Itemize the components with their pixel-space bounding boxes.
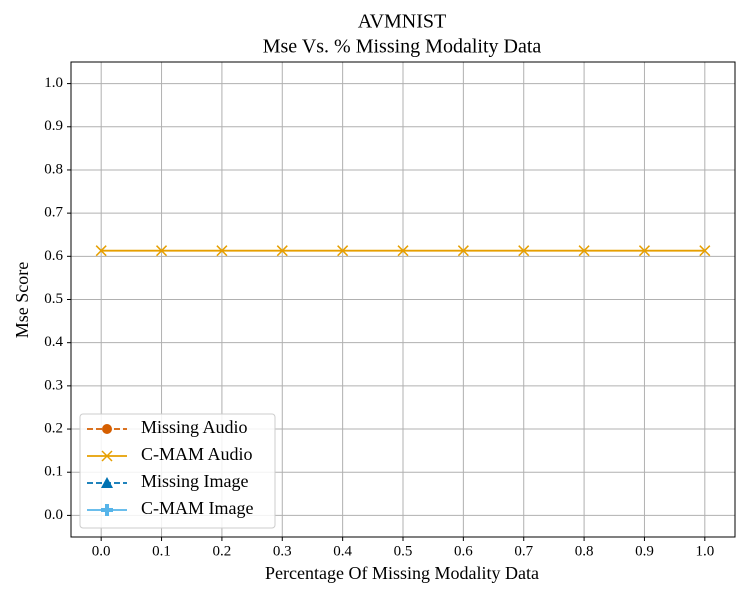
y-tick-label: 0.5 [44, 291, 63, 307]
legend-label: C-MAM Image [141, 498, 253, 518]
marker [101, 504, 113, 516]
x-tick-label: 1.0 [695, 543, 714, 559]
legend-label: C-MAM Audio [141, 444, 253, 464]
chart-title: AVMNIST [358, 11, 447, 33]
marker [518, 245, 530, 257]
marker [578, 245, 590, 257]
y-tick-label: 0.0 [44, 507, 63, 523]
x-tick-label: 0.5 [394, 543, 413, 559]
y-tick-label: 1.0 [44, 75, 63, 91]
marker [397, 245, 409, 257]
y-tick-label: 0.8 [44, 161, 63, 177]
y-tick-label: 0.9 [44, 118, 63, 134]
marker [101, 450, 113, 462]
marker [699, 245, 711, 257]
marker [457, 245, 469, 257]
x-tick-label: 0.2 [213, 543, 232, 559]
legend-label: Missing Image [141, 471, 249, 491]
y-tick-label: 0.6 [44, 248, 63, 264]
x-tick-label: 0.6 [454, 543, 473, 559]
y-tick-label: 0.7 [44, 205, 63, 221]
marker [337, 245, 349, 257]
y-tick-label: 0.3 [44, 377, 63, 393]
marker [638, 245, 650, 257]
marker [156, 245, 168, 257]
marker [95, 245, 107, 257]
x-axis-label: Percentage Of Missing Modality Data [265, 563, 539, 583]
y-tick-label: 0.1 [44, 464, 63, 480]
marker [102, 424, 112, 434]
legend-box [79, 413, 276, 529]
plot-frame [70, 61, 736, 538]
y-axis-label: Mse Score [12, 262, 32, 338]
marker [216, 245, 228, 257]
chart-subtitle: Mse Vs. % Missing Modality Data [263, 36, 542, 58]
y-tick-label: 0.2 [44, 420, 63, 436]
x-tick-label: 0.3 [273, 543, 292, 559]
x-tick-label: 0.4 [333, 543, 352, 559]
x-tick-label: 0.7 [514, 543, 533, 559]
marker [101, 477, 113, 488]
y-tick-label: 0.4 [44, 334, 63, 350]
x-tick-label: 0.8 [575, 543, 594, 559]
x-tick-label: 0.0 [92, 543, 111, 559]
marker [276, 245, 288, 257]
x-tick-label: 0.9 [635, 543, 654, 559]
legend-label: Missing Audio [141, 417, 248, 437]
x-tick-label: 0.1 [152, 543, 171, 559]
